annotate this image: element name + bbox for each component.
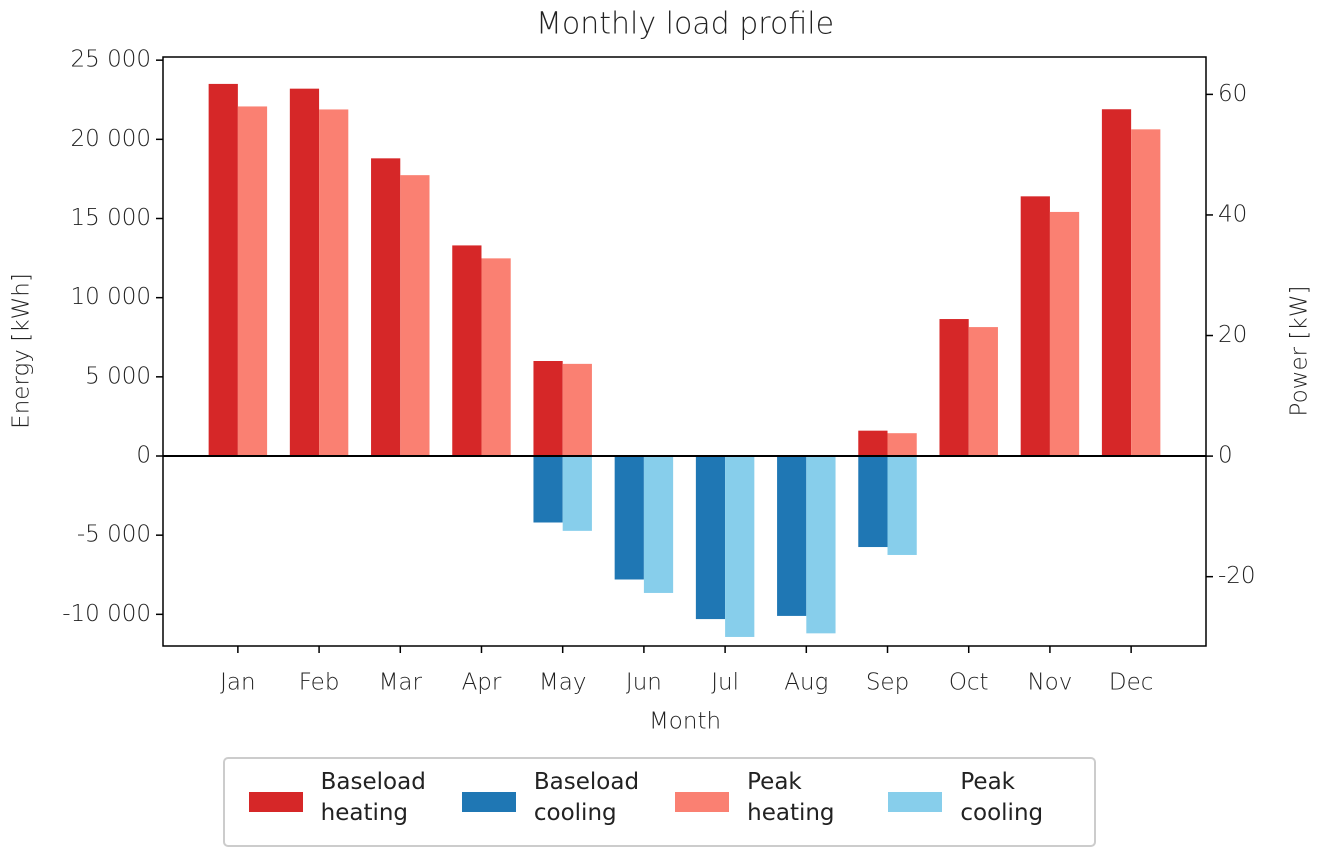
- bar: [371, 158, 401, 457]
- x-tick-label: Apr: [462, 670, 502, 696]
- y-tick-label: 0: [136, 443, 151, 469]
- legend-item: Baseload heating: [248, 763, 431, 841]
- y-tick-label: 15 000: [71, 205, 151, 231]
- bar: [289, 88, 320, 457]
- y-axis-label: Energy [kWh]: [9, 273, 35, 429]
- bar: [1131, 129, 1161, 457]
- y2-tick-label: 60: [1218, 81, 1247, 107]
- legend-item: Peak cooling: [888, 763, 1070, 841]
- legend-label: Peak cooling: [960, 769, 1044, 826]
- y-tick-label: 20 000: [71, 126, 151, 152]
- bar: [533, 456, 563, 523]
- x-tick-label: Aug: [784, 670, 828, 696]
- x-tick-label: May: [539, 670, 587, 696]
- bar: [208, 83, 238, 457]
- y-tick-label: 10 000: [71, 284, 151, 310]
- y-tick-label: 5 000: [85, 363, 151, 389]
- y-tick-label: -10 000: [62, 601, 151, 627]
- bar: [1049, 211, 1080, 457]
- bar: [858, 430, 888, 456]
- y2-tick-label: 40: [1218, 201, 1247, 227]
- legend-label: Baseload heating: [320, 769, 426, 826]
- y-tick-label: 25 000: [71, 47, 151, 73]
- legend-swatch: [248, 792, 303, 812]
- legend-label: Baseload cooling: [533, 769, 640, 826]
- bar: [562, 456, 592, 531]
- y-tick-label: -5 000: [77, 522, 151, 548]
- bar: [968, 327, 998, 457]
- bar: [858, 456, 888, 548]
- legend: Baseload heating Baseload cooling Peak hea…: [223, 757, 1096, 847]
- x-tick-label: Jul: [711, 670, 739, 696]
- legend-item: Peak heating: [675, 763, 857, 841]
- x-tick-label: Nov: [1027, 670, 1072, 696]
- bar: [614, 456, 644, 580]
- bar: [562, 363, 592, 457]
- y2-tick-label: -20: [1218, 563, 1256, 589]
- x-tick-label: Jun: [626, 670, 662, 696]
- bar: [319, 109, 349, 457]
- legend-item: Baseload cooling: [461, 763, 644, 841]
- bar: [452, 245, 482, 456]
- y2-axis-label: Power [kW]: [1287, 286, 1313, 417]
- bar: [806, 456, 836, 634]
- bar: [643, 456, 674, 593]
- legend-swatch: [675, 792, 730, 812]
- x-tick-label: Oct: [949, 670, 989, 696]
- x-tick-label: Mar: [379, 670, 423, 696]
- x-tick-label: Dec: [1109, 670, 1154, 696]
- bar: [237, 106, 268, 457]
- bar: [777, 456, 807, 616]
- y2-tick-label: 20: [1218, 322, 1247, 348]
- legend-swatch: [888, 792, 943, 812]
- y2-tick-label: 0: [1218, 443, 1233, 469]
- x-tick-label: Feb: [299, 670, 340, 696]
- x-tick-label: Jan: [220, 670, 255, 696]
- bar: [400, 175, 430, 457]
- plot-frame: [162, 56, 1207, 647]
- chart-title: Monthly load profile: [536, 7, 834, 42]
- bar: [481, 258, 511, 457]
- bar: [887, 456, 917, 555]
- legend-swatch: [461, 792, 516, 812]
- bar: [1101, 109, 1132, 456]
- bar: [1020, 196, 1050, 457]
- x-tick-label: Sep: [866, 670, 909, 696]
- bar: [725, 456, 755, 637]
- bar: [533, 361, 563, 456]
- bar: [695, 456, 726, 620]
- bar: [939, 319, 969, 456]
- x-axis-label: Month: [649, 709, 721, 735]
- bar: [887, 433, 917, 457]
- legend-label: Peak heating: [747, 769, 835, 826]
